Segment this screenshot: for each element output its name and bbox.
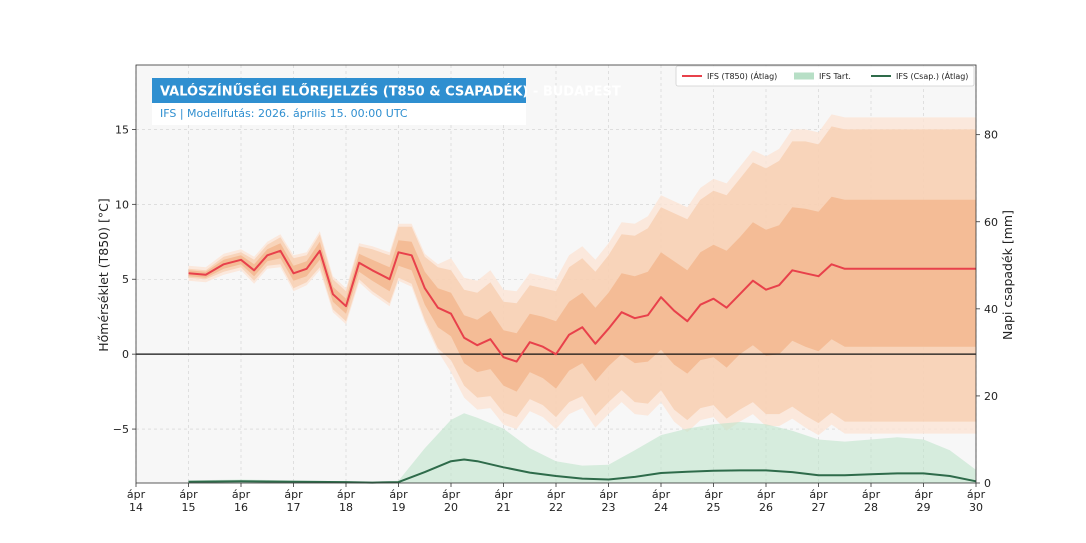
- x-tick-label-month: ápr: [389, 488, 408, 501]
- y-left-tick-label: 5: [122, 273, 129, 286]
- x-tick-label-month: ápr: [284, 488, 303, 501]
- x-tick-label-day: 29: [917, 501, 931, 514]
- y-axis-right-title: Napi csapadék [mm]: [1000, 210, 1015, 340]
- x-tick-label-day: 15: [182, 501, 196, 514]
- x-tick-label-day: 24: [654, 501, 668, 514]
- series-line-precip-mean: [188, 458, 977, 484]
- x-tick-label-month: ápr: [914, 488, 933, 501]
- x-tick-label-month: ápr: [547, 488, 566, 501]
- temperature-bands: [188, 114, 976, 436]
- y-axis-left-title: Hőmérséklet (T850) [°C]: [96, 198, 111, 352]
- y-left-tick-label: 0: [122, 348, 129, 361]
- x-tick-label-day: 14: [129, 501, 143, 514]
- y-left-tick-label: −5: [113, 423, 129, 436]
- x-tick-label-day: 18: [339, 501, 353, 514]
- series-lines: [188, 249, 977, 484]
- precip-band: [188, 413, 976, 483]
- legend: IFS (T850) (Átlag) IFS Tart. IFS (Csap.) (…: [675, 65, 975, 87]
- x-tick-label-day: 22: [549, 501, 563, 514]
- x-tick-label-day: 30: [969, 501, 983, 514]
- x-tick-label-day: 27: [812, 501, 826, 514]
- x-tick-label-month: ápr: [809, 488, 828, 501]
- x-tick-label-month: ápr: [127, 488, 146, 501]
- temp-band-inner: [188, 196, 976, 392]
- x-tick-label-month: ápr: [652, 488, 671, 501]
- legend-label: IFS Tart.: [819, 72, 851, 81]
- y-right-tick-label: 80: [984, 129, 998, 142]
- x-tick-label-month: ápr: [757, 488, 776, 501]
- title-box: VALÓSZÍNŰSÉGI ELŐREJELZÉS (T850 & CSAPAD…: [152, 78, 621, 125]
- x-tick-label-month: ápr: [862, 488, 881, 501]
- legend-box: [675, 65, 975, 87]
- y-right-tick-label: 40: [984, 303, 998, 316]
- x-tick-label-day: 28: [864, 501, 878, 514]
- x-tick-label-day: 20: [444, 501, 458, 514]
- precipitation-bands: [188, 413, 976, 483]
- legend-label: IFS (Csap.) (Átlag): [896, 70, 968, 81]
- x-tick-label-day: 17: [287, 501, 301, 514]
- x-tick-label-month: ápr: [337, 488, 356, 501]
- x-tick-label-month: ápr: [179, 488, 198, 501]
- x-tick-label-month: ápr: [442, 488, 461, 501]
- y-right-tick-label: 20: [984, 390, 998, 403]
- chart-title: VALÓSZÍNŰSÉGI ELŐREJELZÉS (T850 & CSAPAD…: [160, 84, 621, 100]
- x-tick-label-month: ápr: [232, 488, 251, 501]
- x-tick-label-day: 26: [759, 501, 773, 514]
- y-right-tick-label: 0: [984, 477, 991, 490]
- x-tick-label-day: 19: [392, 501, 406, 514]
- title-background: [152, 78, 526, 103]
- axis-ticks: ápr14ápr15ápr16ápr17ápr18ápr19ápr20ápr21…: [113, 123, 998, 514]
- y-left-tick-label: 10: [115, 198, 129, 211]
- chart-subtitle: IFS | Modellfutás: 2026. április 15. 00:…: [160, 107, 408, 120]
- legend-swatch-patch: [794, 72, 814, 80]
- x-tick-label-month: ápr: [704, 488, 723, 501]
- y-left-tick-label: 15: [115, 123, 129, 136]
- y-right-tick-label: 60: [984, 216, 998, 229]
- x-tick-label-day: 16: [234, 501, 248, 514]
- x-tick-label-day: 23: [602, 501, 616, 514]
- x-tick-label-month: ápr: [967, 488, 986, 501]
- x-tick-label-day: 25: [707, 501, 721, 514]
- legend-label: IFS (T850) (Átlag): [707, 70, 777, 81]
- x-tick-label-month: ápr: [599, 488, 618, 501]
- x-tick-label-month: ápr: [494, 488, 513, 501]
- x-tick-label-day: 21: [497, 501, 511, 514]
- series-line-t850-mean: [188, 249, 976, 363]
